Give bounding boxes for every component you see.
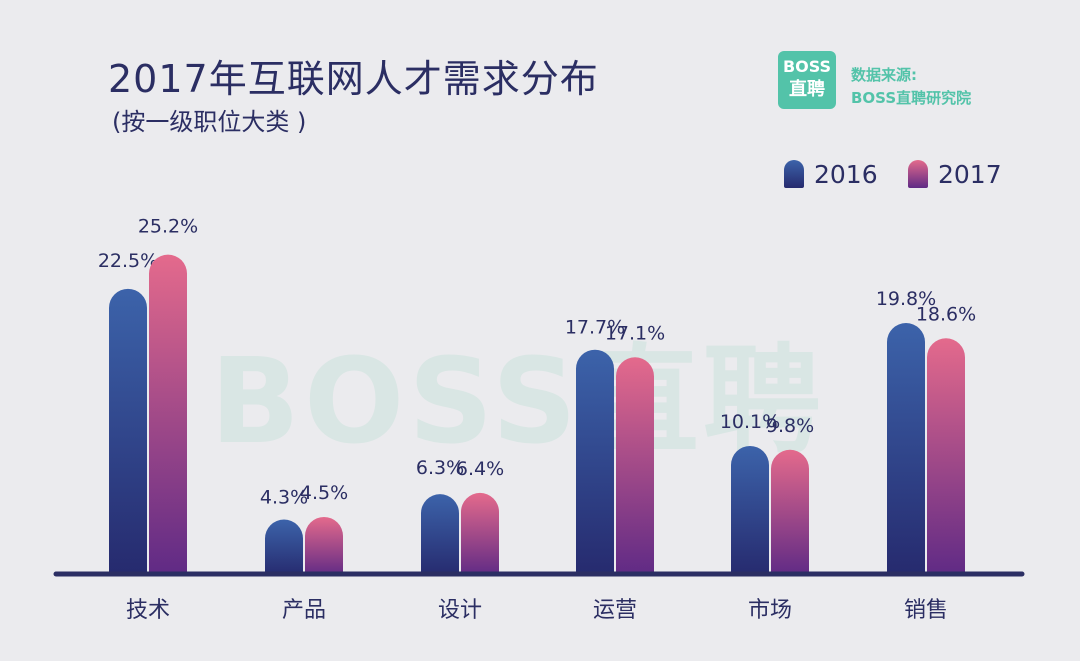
data-label-2016-0: 22.5% bbox=[98, 250, 158, 272]
bar-2016-0 bbox=[109, 288, 147, 576]
data-label-2017-3: 17.1% bbox=[605, 322, 665, 344]
source-label: 数据来源: bbox=[851, 66, 917, 84]
bar-2017-3 bbox=[616, 357, 654, 576]
bar-2016-5 bbox=[887, 323, 925, 576]
data-label-2016-3: 17.7% bbox=[565, 317, 625, 339]
data-label-2017-4: 9.8% bbox=[766, 415, 814, 437]
category-label-1: 产品 bbox=[282, 598, 326, 623]
data-label-2017-1: 4.5% bbox=[300, 482, 348, 504]
chart-title: 2017年互联网人才需求分布 bbox=[108, 57, 599, 101]
legend-label-2017: 2017 bbox=[938, 159, 1002, 189]
bar-2017-2 bbox=[461, 492, 499, 576]
data-label-2016-4: 10.1% bbox=[720, 411, 780, 433]
data-label-2016-2: 6.3% bbox=[416, 457, 464, 479]
legend-item-2016: 2016 bbox=[784, 159, 878, 189]
legend-item-2017: 2017 bbox=[908, 159, 1002, 189]
chart-subtitle: (按一级职位大类 ) bbox=[112, 108, 307, 136]
bar-2016-3 bbox=[576, 349, 614, 576]
data-label-2016-1: 4.3% bbox=[260, 487, 308, 509]
legend-swatch-2017 bbox=[908, 160, 928, 188]
category-label-5: 销售 bbox=[904, 598, 948, 623]
category-label-0: 技术 bbox=[126, 598, 170, 623]
data-label-2017-0: 25.2% bbox=[138, 216, 198, 238]
category-label-2: 设计 bbox=[438, 598, 482, 623]
legend-swatch-2016 bbox=[784, 160, 804, 188]
legend-label-2016: 2016 bbox=[814, 159, 878, 189]
bar-2017-5 bbox=[927, 338, 965, 576]
data-label-2016-5: 19.8% bbox=[876, 288, 936, 310]
logo-line2: 直聘 bbox=[789, 79, 825, 100]
bar-2016-4 bbox=[731, 445, 769, 576]
source-name: BOSS直聘研究院 bbox=[851, 89, 972, 107]
bar-2017-4 bbox=[771, 449, 809, 576]
bar-2016-1 bbox=[265, 519, 303, 576]
data-label-2017-5: 18.6% bbox=[916, 303, 976, 325]
bar-2016-2 bbox=[421, 494, 459, 576]
boss-logo: BOSS 直聘 bbox=[778, 51, 836, 109]
logo-line1: BOSS bbox=[782, 57, 832, 76]
category-label-3: 运营 bbox=[593, 598, 637, 623]
bar-2017-0 bbox=[149, 254, 187, 576]
category-label-4: 市场 bbox=[748, 598, 792, 623]
bar-2017-1 bbox=[305, 516, 343, 576]
watermark: BOSS直聘 bbox=[210, 332, 825, 470]
data-label-2017-2: 6.4% bbox=[456, 458, 504, 480]
